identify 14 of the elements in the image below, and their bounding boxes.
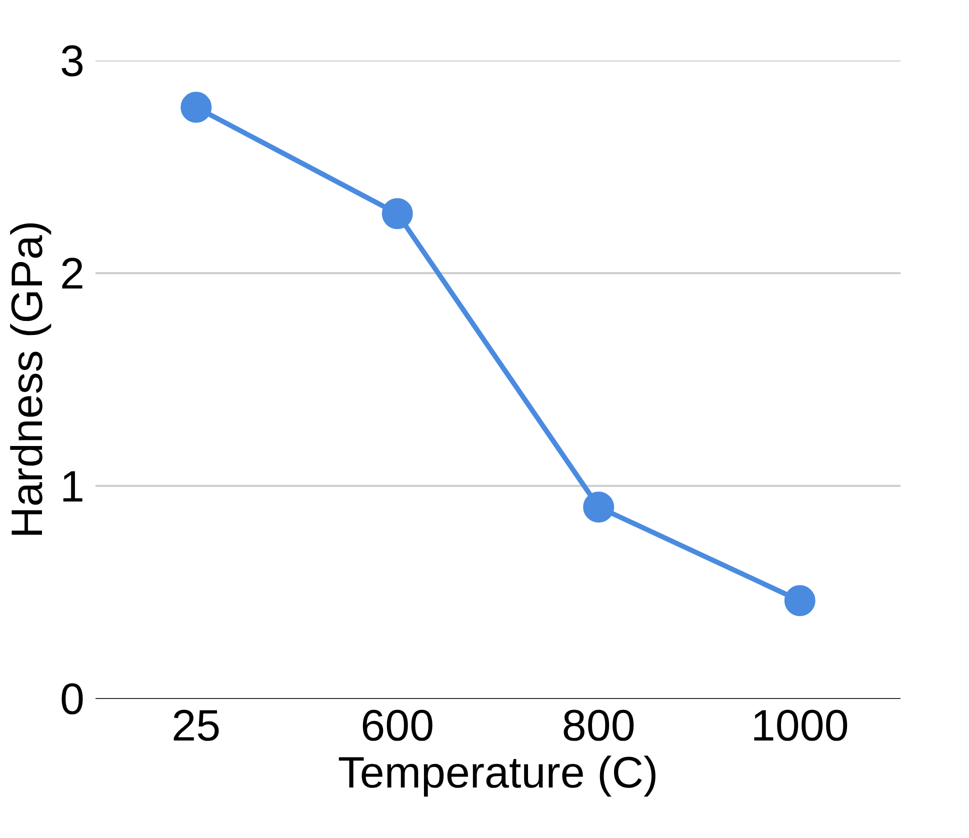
x-tick-label: 800: [562, 702, 636, 750]
x-axis-title: Temperature (C): [338, 748, 658, 798]
x-tick-label: 25: [172, 702, 221, 750]
point: [180, 92, 212, 123]
x-tick-label: 1000: [750, 702, 849, 750]
y-axis-title: Hardness (GPa): [3, 220, 52, 538]
y-tick-label: 2: [60, 250, 85, 299]
y-tick-label: 1: [60, 462, 85, 512]
point: [583, 492, 614, 523]
y-tick-label: 0: [60, 675, 85, 724]
point: [784, 585, 816, 616]
point: [382, 198, 413, 230]
x-tick-label: 600: [360, 702, 434, 750]
y-tick-label: 3: [60, 37, 85, 86]
